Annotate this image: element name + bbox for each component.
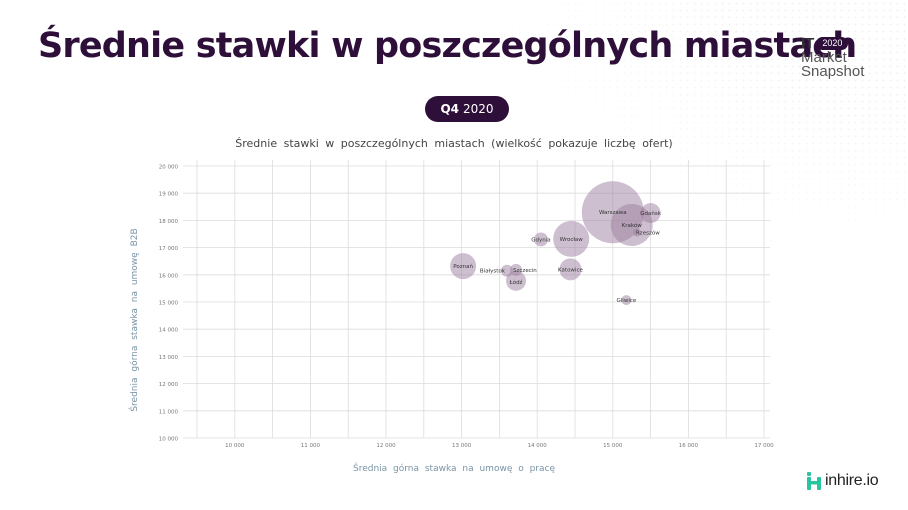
y-tick-label: 11 000 [159, 409, 179, 415]
y-tick-label: 18 000 [159, 219, 179, 225]
y-tick-label: 17 000 [159, 246, 179, 252]
brand-year-badge: 2020 [816, 37, 849, 50]
brand-logo-it-market-snapshot: IT 2020 Market Snapshot [801, 35, 865, 80]
bubble[interactable] [553, 220, 590, 257]
bubble-label: Kraków [622, 222, 643, 229]
y-tick-label: 14 000 [159, 328, 179, 334]
bubble[interactable] [559, 258, 582, 281]
x-tick-label: 13 000 [452, 443, 472, 449]
inhire-logo: inhire.io [806, 472, 879, 490]
chart-title: Średnie stawki w poszczególnych miastach… [235, 137, 673, 150]
bubble-label: Gdynia [531, 237, 550, 243]
x-tick-label: 15 000 [603, 443, 623, 449]
y-tick-label: 12 000 [159, 382, 179, 388]
bubble-label: Poznań [453, 263, 473, 270]
brand-line-2: Snapshot [801, 63, 865, 80]
bubble-label: Białystok [480, 269, 506, 275]
x-axis-label: Średnia górna stawka na umowę o pracę [352, 464, 555, 474]
bubble[interactable] [510, 263, 523, 276]
bubble-label: Wrocław [560, 237, 584, 243]
y-tick-label: 16 000 [159, 273, 179, 279]
y-tick-label: 19 000 [159, 192, 179, 198]
y-axis-label: Średnia górna stawka na umowę B2B [130, 228, 140, 412]
bubble[interactable] [450, 253, 477, 280]
period-quarter: Q4 [440, 102, 459, 116]
bubbles: Warszawa Kraków Wrocław Poznań Katowice Gdańs… [450, 181, 662, 306]
bubble[interactable] [621, 295, 632, 306]
bubble-label: Warszawa [599, 210, 627, 216]
x-tick-label: 10 000 [225, 443, 245, 449]
bubble[interactable] [533, 232, 548, 247]
bubble-label: Rzeszów [636, 230, 660, 237]
y-tick-label: 15 000 [159, 301, 179, 307]
inhire-logo-icon [807, 472, 821, 490]
bubble-label: Szczecin [513, 268, 537, 274]
x-tick-label: 16 000 [679, 443, 699, 449]
bubble-label: Łódź [509, 279, 523, 286]
bubble[interactable] [506, 270, 527, 291]
y-tick-label: 13 000 [159, 355, 179, 361]
y-tick-label: 20 000 [159, 165, 179, 171]
brand-it: IT [801, 35, 815, 52]
x-tick-label: 11 000 [301, 443, 321, 449]
bubble[interactable] [632, 228, 641, 237]
bubble-label: Gliwice [617, 298, 637, 304]
x-tick-label: 14 000 [528, 443, 548, 449]
y-tick-label: 10 000 [159, 437, 179, 443]
brand-line-1: Market [801, 49, 847, 66]
x-tick-label: 12 000 [376, 443, 396, 449]
x-tick-label: 17 000 [754, 443, 774, 449]
inhire-logo-text: inhire.io [825, 472, 879, 489]
bubble[interactable] [500, 264, 513, 277]
page-title: Średnie stawki w poszczególnych miastach [38, 26, 857, 66]
bubble-label: Gdańsk [640, 210, 661, 217]
period-badge: Q4 2020 [425, 96, 509, 122]
period-year: 2020 [463, 102, 494, 116]
bubble-label: Katowice [558, 267, 583, 273]
bubble[interactable] [640, 203, 661, 224]
